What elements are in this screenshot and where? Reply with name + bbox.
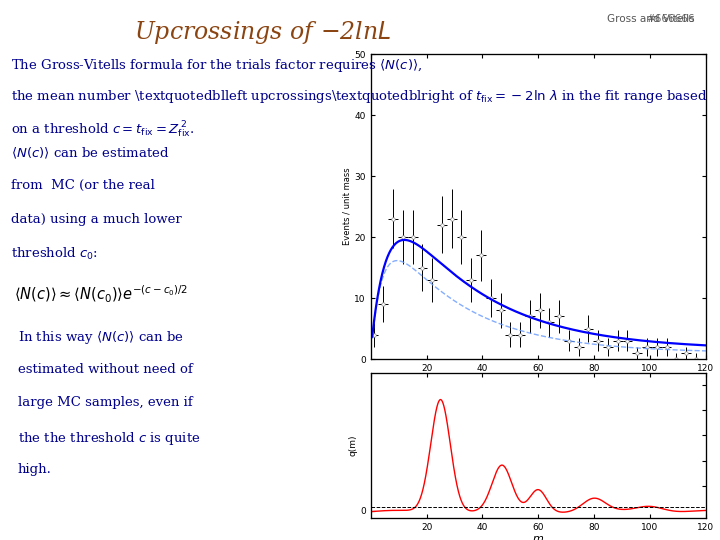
Text: data) using a much lower: data) using a much lower (11, 213, 181, 226)
Y-axis label: q(m): q(m) (348, 435, 357, 456)
Text: on a threshold $c = t_{\rm fix} = Z_{\rm fix}^{\,2}$.: on a threshold $c = t_{\rm fix} = Z_{\rm… (11, 119, 194, 140)
X-axis label: m: m (533, 534, 544, 540)
Text: The Gross-Vitells formula for the trials factor requires $\langle N(c)\rangle$,: The Gross-Vitells formula for the trials… (11, 57, 422, 73)
Text: threshold $c_0$:: threshold $c_0$: (11, 246, 98, 262)
Text: from  MC (or the real: from MC (or the real (11, 179, 155, 192)
Y-axis label: Events / unit mass: Events / unit mass (343, 168, 351, 245)
Text: Upcrossings of $-$2ln$\mathit{L}$: Upcrossings of $-$2ln$\mathit{L}$ (134, 19, 392, 46)
Text: the mean number \textquotedblleft upcrossings\textquotedblright of $t_{\rm fix} : the mean number \textquotedblleft upcros… (11, 88, 707, 105)
Text: large MC samples, even if: large MC samples, even if (18, 396, 193, 409)
Text: #666666: #666666 (647, 14, 695, 24)
Text: $\langle N(c)\rangle$ can be estimated: $\langle N(c)\rangle$ can be estimated (11, 146, 169, 161)
Text: In this way $\langle N(c)\rangle$ can be: In this way $\langle N(c)\rangle$ can be (18, 329, 184, 346)
Text: estimated without need of: estimated without need of (18, 363, 193, 376)
Text: high.: high. (18, 463, 52, 476)
Text: $\langle N(c)\rangle \approx \langle N(c_0)\rangle e^{-(c-c_0)/2}$: $\langle N(c)\rangle \approx \langle N(c… (14, 284, 189, 305)
Text: Gross and Vitells: Gross and Vitells (607, 14, 695, 24)
Text: the the threshold $c$ is quite: the the threshold $c$ is quite (18, 430, 201, 447)
